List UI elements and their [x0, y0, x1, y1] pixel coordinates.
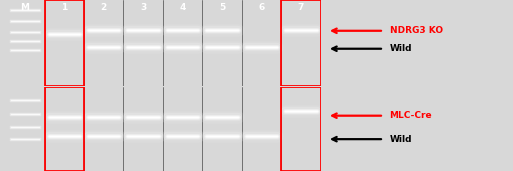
Bar [281, 87, 321, 171]
Bar [45, 87, 84, 171]
Text: 5: 5 [219, 3, 225, 12]
Text: 4: 4 [180, 3, 186, 12]
Text: 6: 6 [259, 3, 265, 12]
Text: 3: 3 [140, 3, 146, 12]
Text: M: M [21, 3, 29, 12]
Bar [45, 0, 84, 86]
Text: NDRG3 KO: NDRG3 KO [390, 26, 443, 35]
Text: 2: 2 [101, 3, 107, 12]
Text: Wild: Wild [390, 44, 412, 53]
Text: MLC-Cre: MLC-Cre [390, 111, 432, 120]
Bar [281, 0, 321, 86]
Text: Wild: Wild [390, 135, 412, 144]
Text: 1: 1 [61, 3, 67, 12]
Text: 7: 7 [298, 3, 304, 12]
